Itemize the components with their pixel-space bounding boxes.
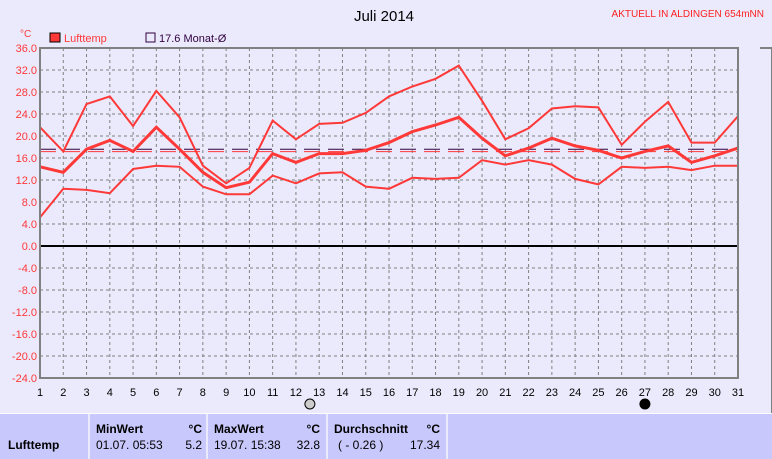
max-date: 19.07. 15:38 xyxy=(214,438,281,452)
x-tick-label: 19 xyxy=(453,387,465,399)
y-tick-label: 12.0 xyxy=(16,175,37,187)
x-tick-label: 7 xyxy=(177,387,183,399)
x-tick-label: 25 xyxy=(592,387,604,399)
series-max-line xyxy=(39,64,739,185)
min-value: 5.2 xyxy=(185,438,202,452)
x-tick-label: 15 xyxy=(360,387,372,399)
x-tick-label: 30 xyxy=(709,387,721,399)
legend-swatch-monthavg xyxy=(145,32,156,43)
x-tick-label: 21 xyxy=(499,387,511,399)
temperature-chart: Juli 2014 AKTUELL IN ALDINGEN 654mNN °C … xyxy=(12,8,772,413)
stats-table: Lufttemp MinWert °C 01.07. 05:53 5.2 Max… xyxy=(0,413,772,459)
station-label: AKTUELL IN ALDINGEN 654mNN xyxy=(612,9,764,20)
y-tick-label: -24.0 xyxy=(12,373,37,385)
x-tick-label: 1 xyxy=(37,387,43,399)
x-tick-label: 28 xyxy=(662,387,674,399)
y-tick-label: 20.0 xyxy=(16,131,37,143)
row-label: Lufttemp xyxy=(8,438,60,452)
x-tick-label: 14 xyxy=(336,387,348,399)
legend-lufttemp: Lufttemp xyxy=(64,33,107,45)
x-tick-label: 8 xyxy=(200,387,206,399)
min-header: MinWert xyxy=(96,422,144,436)
avg-unit: °C xyxy=(426,422,440,436)
y-tick-label: 28.0 xyxy=(16,87,37,99)
max-unit: °C xyxy=(306,422,320,436)
x-tick-label: 16 xyxy=(383,387,395,399)
x-tick-label: 26 xyxy=(616,387,628,399)
x-tick-label: 5 xyxy=(130,387,136,399)
x-tick-label: 29 xyxy=(685,387,697,399)
x-tick-label: 11 xyxy=(267,387,278,399)
y-tick-label: -12.0 xyxy=(12,307,37,319)
x-tick-label: 17 xyxy=(406,387,418,399)
x-tick-label: 23 xyxy=(546,387,558,399)
avg-header: Durchschnitt xyxy=(334,422,409,436)
x-tick-label: 2 xyxy=(60,387,66,399)
full-moon-icon xyxy=(304,398,316,410)
right-partial-frame xyxy=(760,47,772,413)
y-tick-label: -8.0 xyxy=(18,285,37,297)
min-unit: °C xyxy=(188,422,202,436)
x-tick-label: 24 xyxy=(569,387,581,399)
y-tick-label: 16.0 xyxy=(16,153,37,165)
y-tick-label: 0.0 xyxy=(22,241,37,253)
y-tick-label: 8.0 xyxy=(22,197,37,209)
series-avg-line xyxy=(39,115,739,190)
x-tick-label: 22 xyxy=(522,387,534,399)
max-header: MaxWert xyxy=(214,422,264,436)
legend-monthavg: 17.6 Monat-Ø xyxy=(159,33,227,45)
x-tick-label: 31 xyxy=(732,387,744,399)
y-tick-label: -20.0 xyxy=(12,351,37,363)
x-tick-label: 12 xyxy=(290,387,302,399)
x-tick-label: 13 xyxy=(313,387,325,399)
chart-title: Juli 2014 xyxy=(354,8,414,25)
avg-value: 17.34 xyxy=(409,438,440,452)
y-tick-label: 32.0 xyxy=(16,65,37,77)
max-value: 32.8 xyxy=(296,438,320,452)
x-tick-label: 10 xyxy=(243,387,255,399)
legend-swatch-lufttemp xyxy=(49,32,61,43)
series-min-line xyxy=(39,159,738,219)
x-tick-label: 27 xyxy=(639,387,651,399)
plot-frame xyxy=(39,47,739,379)
x-tick-label: 3 xyxy=(83,387,89,399)
x-tick-label: 4 xyxy=(107,387,113,399)
x-tick-label: 9 xyxy=(223,387,229,399)
y-axis-unit: °C xyxy=(20,29,31,40)
min-date: 01.07. 05:53 xyxy=(96,438,163,452)
new-moon-icon xyxy=(639,398,651,410)
x-tick-label: 6 xyxy=(153,387,159,399)
y-tick-label: 4.0 xyxy=(22,219,37,231)
y-tick-label: -16.0 xyxy=(12,329,37,341)
y-tick-label: 36.0 xyxy=(16,43,37,55)
y-tick-label: -4.0 xyxy=(18,263,37,275)
x-tick-label: 18 xyxy=(429,387,441,399)
y-tick-label: 24.0 xyxy=(16,109,37,121)
x-tick-label: 20 xyxy=(476,387,488,399)
avg-delta: ( - 0.26 ) xyxy=(338,438,384,452)
